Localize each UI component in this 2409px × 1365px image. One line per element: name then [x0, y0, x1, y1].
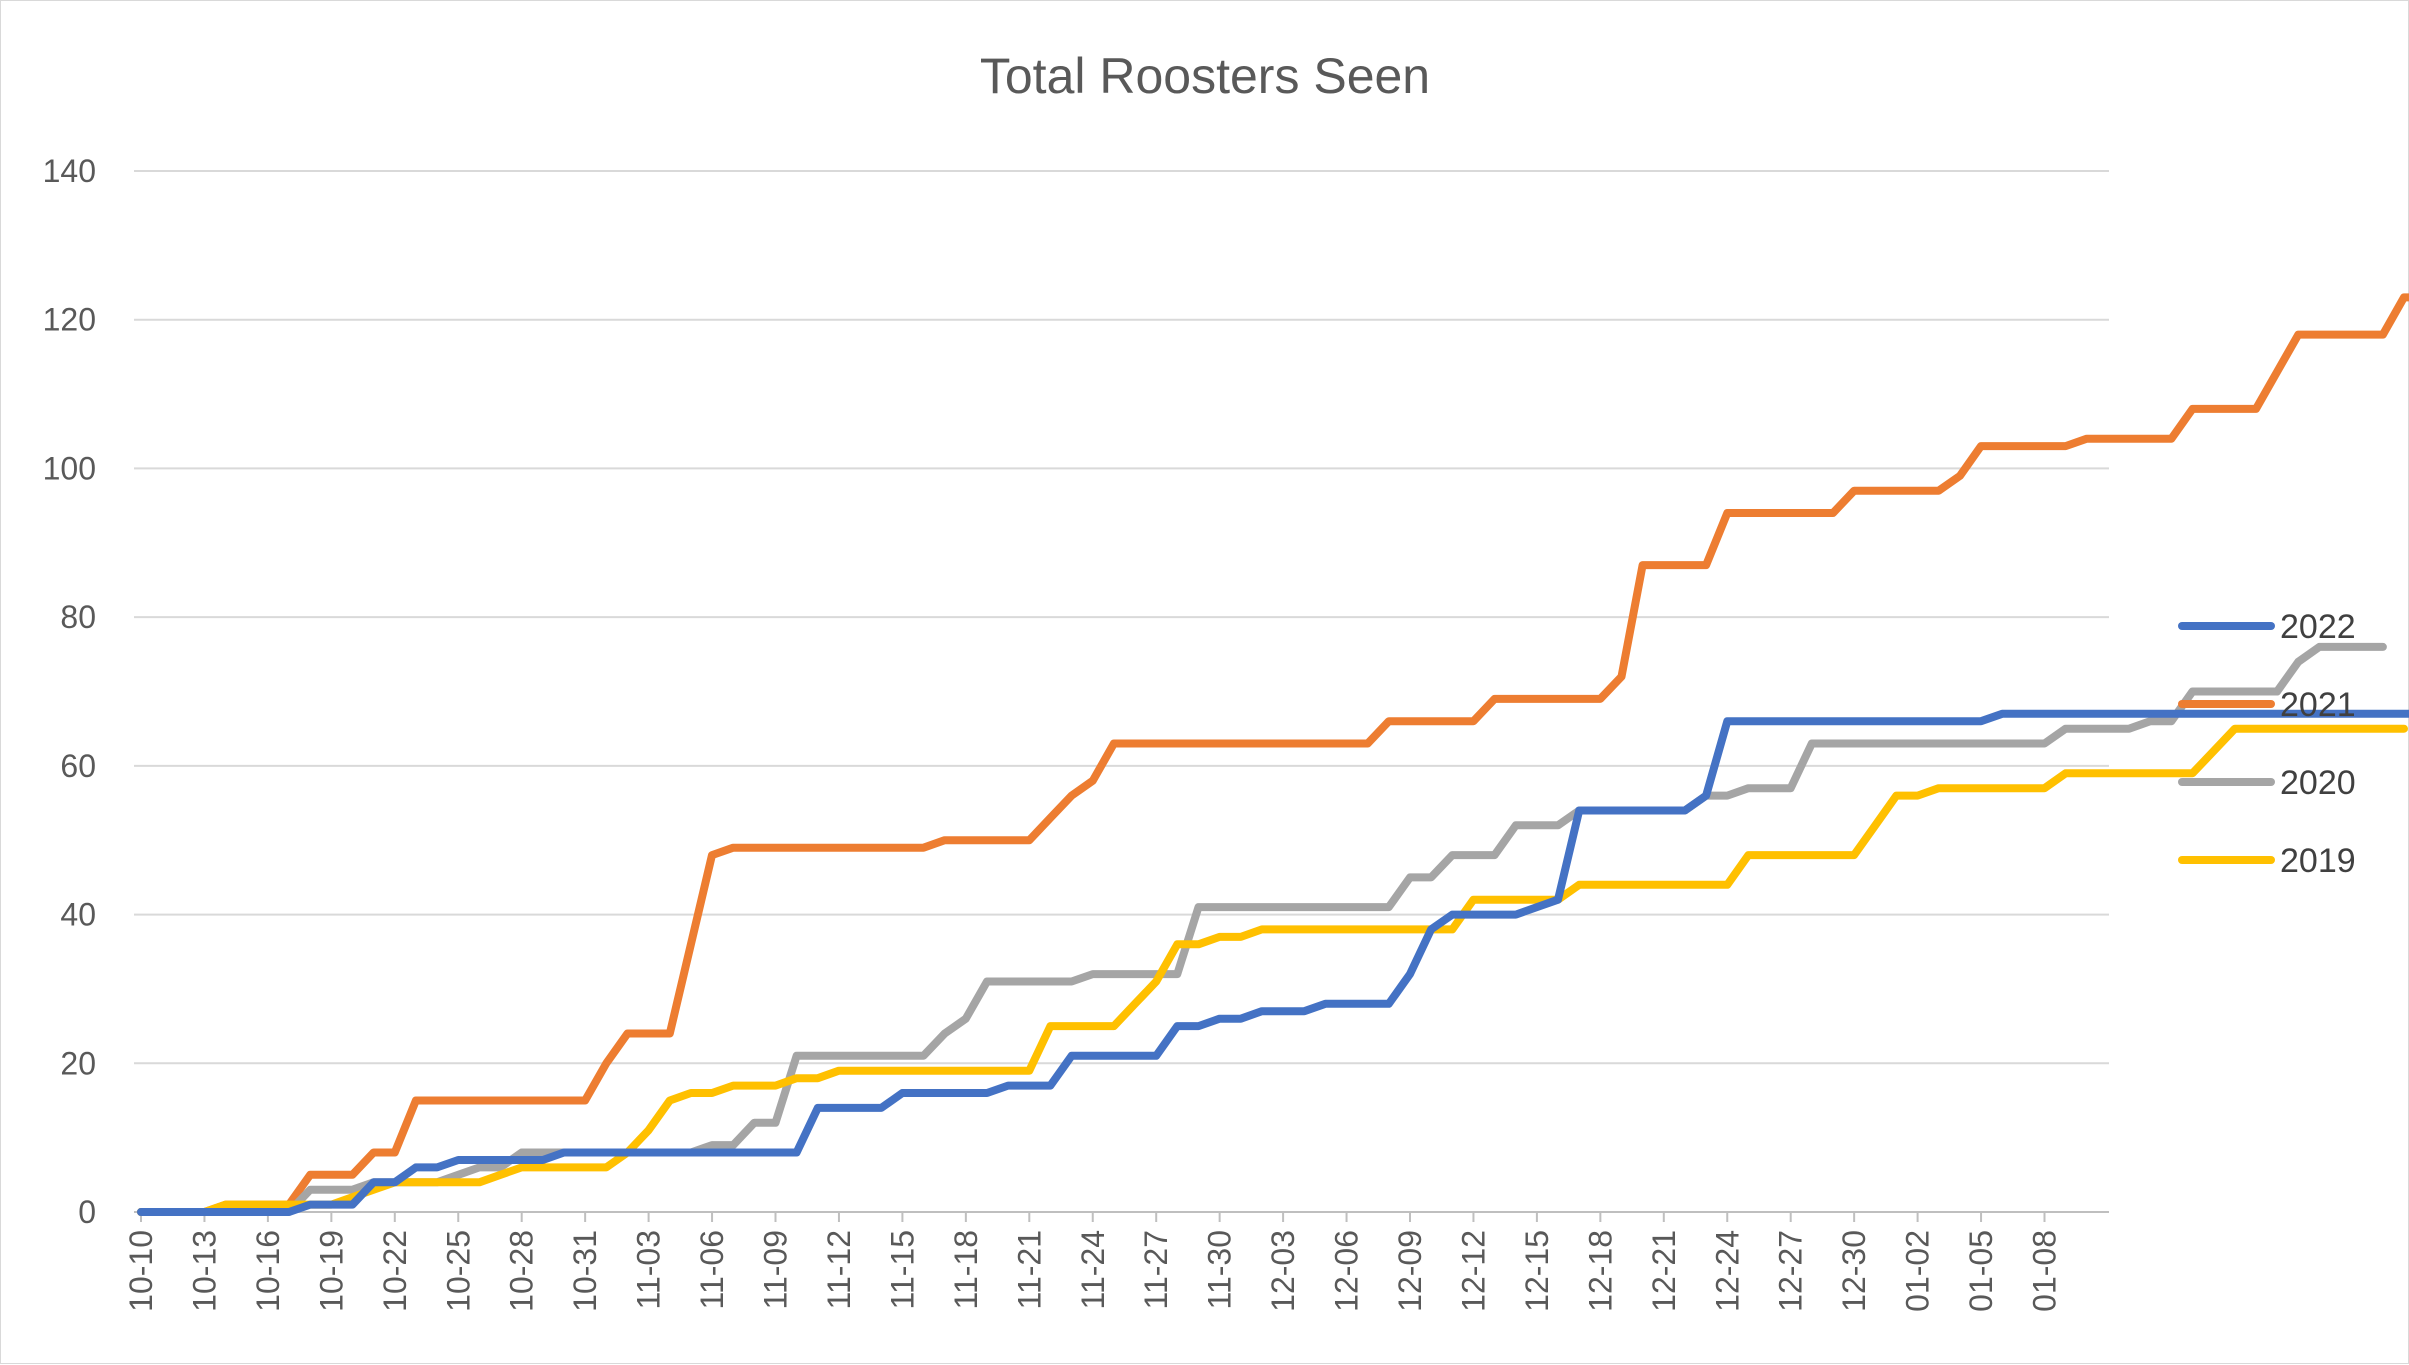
y-tick-label: 0: [78, 1194, 96, 1230]
x-tick-label: 10-19: [313, 1230, 349, 1312]
x-tick-label: 11-09: [758, 1230, 794, 1309]
y-tick-label: 80: [60, 599, 96, 635]
x-tick-label: 12-12: [1455, 1230, 1491, 1312]
x-tick-label: 10-25: [440, 1230, 476, 1312]
x-tick-label: 12-24: [1709, 1230, 1745, 1312]
series-line-2022: [137, 709, 2409, 1216]
legend-label-2022: 2022: [2280, 608, 2356, 646]
grid-layer: [134, 170, 2109, 1213]
x-tick-label: 12-03: [1265, 1230, 1301, 1312]
x-tick-label: 11-30: [1202, 1230, 1238, 1309]
x-tick-label: 10-22: [377, 1230, 413, 1312]
x-axis-ticks: 10-10 10-13 10-16 10-19 10-22 10-25 10-28 10-31…: [123, 1212, 2063, 1312]
series-line-2021: [137, 293, 2409, 1216]
y-tick-label: 40: [60, 897, 96, 933]
legend-label-2021: 2021: [2280, 686, 2356, 724]
series-line-2019: [137, 724, 2408, 1216]
x-tick-label: 11-06: [694, 1230, 730, 1309]
y-axis-ticks: 0 20 40 60 80 100 120 140: [43, 153, 96, 1230]
x-tick-label: 12-18: [1582, 1230, 1618, 1312]
y-tick-label: 60: [60, 748, 96, 784]
x-tick-label: 12-06: [1329, 1230, 1365, 1312]
legend: 2022 2021 2020 2019: [2178, 608, 2356, 880]
x-tick-label: 12-27: [1773, 1230, 1809, 1312]
x-tick-label: 10-13: [186, 1230, 222, 1312]
x-tick-label: 10-10: [123, 1230, 159, 1312]
x-tick-label: 11-15: [884, 1230, 920, 1309]
x-tick-label: 11-21: [1011, 1230, 1047, 1309]
x-tick-label: 10-31: [567, 1230, 603, 1312]
x-tick-label: 10-16: [250, 1230, 286, 1312]
y-tick-label: 20: [60, 1045, 96, 1081]
x-tick-label: 01-05: [1963, 1230, 1999, 1312]
series-layer: [137, 293, 2409, 1216]
y-tick-label: 120: [43, 302, 96, 338]
x-tick-label: 10-28: [504, 1230, 540, 1312]
x-tick-label: 11-12: [821, 1230, 857, 1309]
x-tick-label: 12-15: [1519, 1230, 1555, 1312]
x-tick-label: 01-02: [1900, 1230, 1936, 1312]
x-tick-label: 01-08: [2027, 1230, 2063, 1312]
x-tick-label: 11-24: [1075, 1230, 1111, 1309]
x-tick-label: 12-21: [1646, 1230, 1682, 1312]
x-tick-label: 12-30: [1836, 1230, 1872, 1312]
x-tick-label: 11-03: [631, 1230, 667, 1309]
y-tick-label: 100: [43, 450, 96, 486]
legend-label-2020: 2020: [2280, 764, 2356, 802]
x-tick-label: 11-18: [948, 1230, 984, 1309]
chart-title: Total Roosters Seen: [980, 48, 1430, 104]
x-tick-label: 11-27: [1138, 1230, 1174, 1309]
x-tick-label: 12-09: [1392, 1230, 1428, 1312]
legend-label-2019: 2019: [2280, 842, 2356, 880]
y-tick-label: 140: [43, 153, 96, 189]
